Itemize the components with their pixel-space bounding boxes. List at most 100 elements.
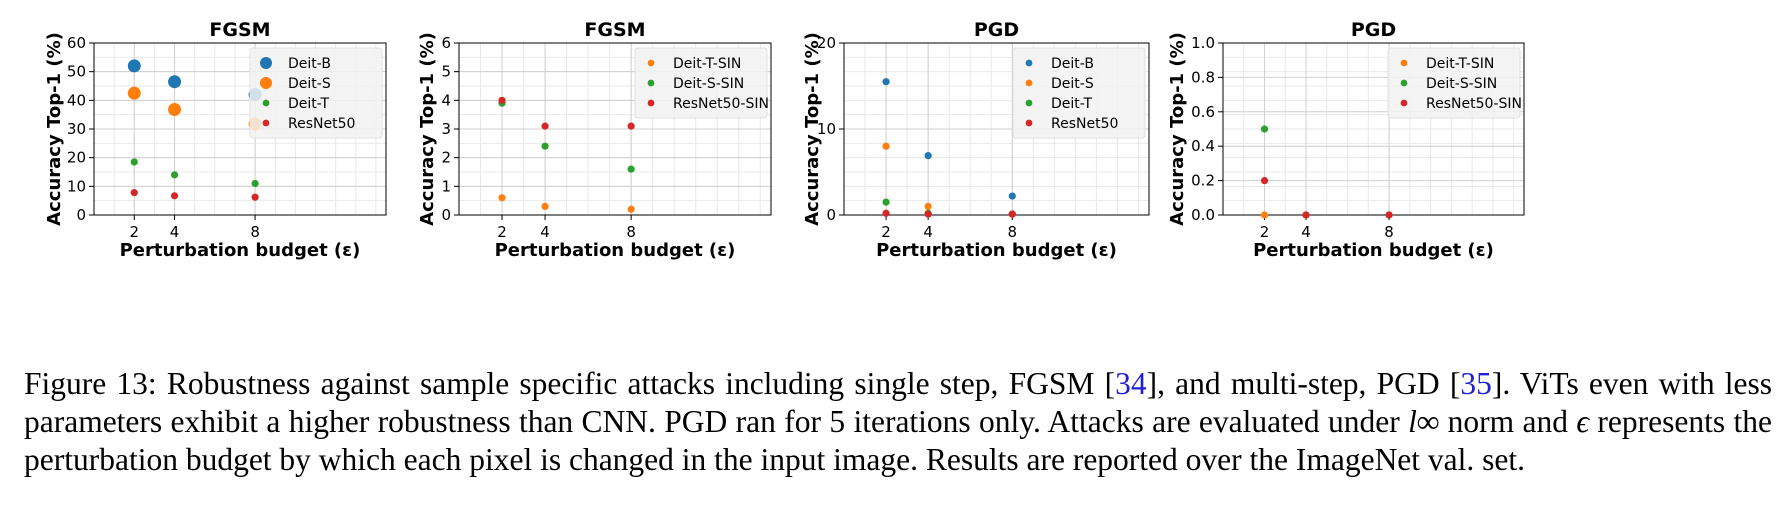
- y-tick-label: 10: [817, 120, 836, 138]
- legend-label: Deit-T-SIN: [1426, 56, 1494, 72]
- y-tick-label: 0.8: [1191, 68, 1215, 86]
- data-point-resnet50: [251, 193, 259, 201]
- caption-mid-3: norm and: [1439, 403, 1577, 439]
- plot-frame: [843, 42, 1150, 216]
- data-point-deit-t-sin: [1260, 211, 1269, 219]
- x-axis-label: Perturbation budget (ε): [495, 240, 736, 261]
- data-point-deit-s: [168, 103, 182, 117]
- legend-marker: [1400, 59, 1408, 67]
- chart-title: PGD: [974, 19, 1019, 41]
- legend-label: Deit-B: [288, 56, 331, 72]
- x-axis-label: Perturbation budget (ε): [120, 240, 361, 261]
- plot-frame: [93, 42, 387, 216]
- y-tick-label: 6: [441, 34, 451, 52]
- y-axis-label: Accuracy Top-1 (%): [417, 32, 438, 226]
- caption-mid-2: ]. ViTs even with less parameters exhibi…: [24, 365, 1773, 439]
- legend-box: [249, 47, 383, 139]
- caption-mid-1: ], and multi-step, PGD [: [1146, 365, 1461, 401]
- data-point-resnet50-sin: [1302, 211, 1310, 219]
- data-point-deit-b: [882, 78, 890, 86]
- x-axis-label: Perturbation budget (ε): [876, 240, 1117, 261]
- data-point-deit-t-sin: [627, 205, 635, 213]
- x-tick-label: 2: [1260, 223, 1270, 241]
- x-tick-label: 4: [1301, 223, 1311, 241]
- y-axis-label: Accuracy Top-1 (%): [802, 32, 823, 226]
- data-point-resnet50: [924, 210, 932, 218]
- data-point-deit-s-sin: [627, 165, 635, 173]
- x-axis-label: Perturbation budget (ε): [1253, 240, 1494, 261]
- data-point-deit-s-sin: [541, 142, 549, 150]
- citation-link-34[interactable]: 34: [1115, 365, 1147, 401]
- data-point-deit-b: [168, 75, 182, 89]
- caption-suffix: represents the perturbation budget by wh…: [24, 403, 1772, 477]
- legend-label: Deit-T-SIN: [673, 56, 741, 72]
- y-tick-label: 30: [67, 120, 86, 138]
- data-point-deit-b: [1008, 192, 1016, 200]
- y-tick-label: 0: [826, 206, 836, 224]
- x-tick-label: 2: [130, 223, 140, 241]
- chart-title: FGSM: [584, 19, 645, 41]
- x-tick-label: 2: [881, 223, 891, 241]
- legend-label: Deit-S-SIN: [673, 76, 744, 92]
- legend-label: ResNet50-SIN: [1426, 96, 1522, 112]
- data-point-deit-t-sin: [541, 202, 549, 210]
- legend-marker: [1025, 119, 1033, 127]
- legend-marker: [647, 79, 655, 87]
- legend-label: ResNet50: [1051, 116, 1118, 132]
- data-point-deit-t: [882, 198, 890, 206]
- legend-marker: [1025, 59, 1033, 67]
- data-point-deit-s: [882, 142, 890, 150]
- y-tick-label: 20: [67, 149, 86, 167]
- y-tick-label: 2: [441, 149, 451, 167]
- data-point-resnet50-sin: [1385, 211, 1393, 219]
- legend-box: [634, 47, 768, 119]
- legend-marker: [647, 59, 655, 67]
- y-tick-label: 0.4: [1191, 137, 1215, 155]
- legend-marker: [1400, 79, 1408, 87]
- data-point-resnet50: [882, 209, 890, 217]
- chart-panel-2: 0 1 2 3 4 5 6 2 4 8 FGSM Perturbation budget (ε) Acc…: [417, 19, 772, 261]
- data-point-resnet50: [130, 189, 138, 197]
- data-point-resnet50-sin: [541, 122, 549, 130]
- y-tick-label: 10: [67, 177, 86, 195]
- citation-link-35[interactable]: 35: [1460, 365, 1492, 401]
- chart-title: PGD: [1351, 19, 1396, 41]
- y-tick-label: 1.0: [1191, 34, 1215, 52]
- chart-panel-1: 0 10 20 30 40 50 60 2 4 8 FGSM Perturbation budget …: [44, 19, 387, 261]
- chart-panel-4: 0.0 0.2 0.4 0.6 0.8 1.0 2 4 8 PGD Perturbation bud…: [1167, 19, 1525, 261]
- legend-marker: [647, 99, 655, 107]
- caption-math-linf: l∞: [1408, 403, 1440, 439]
- data-point-deit-s: [127, 86, 141, 100]
- legend: Deit-B Deit-S Deit-T ResNet50: [249, 47, 383, 139]
- data-point-deit-t-sin: [498, 194, 506, 202]
- data-point-deit-b: [924, 152, 932, 160]
- y-tick-label: 0.2: [1191, 172, 1215, 190]
- x-tick-label: 4: [540, 223, 550, 241]
- y-tick-label: 50: [67, 63, 86, 81]
- legend-box: [1387, 47, 1521, 119]
- y-tick-label: 4: [441, 91, 451, 109]
- legend: Deit-T-SIN Deit-S-SIN ResNet50-SIN: [634, 47, 769, 119]
- x-tick-label: 8: [1384, 223, 1394, 241]
- legend-marker: [1025, 79, 1033, 87]
- data-point-deit-s-sin: [1260, 125, 1269, 133]
- chart-panel-3: 0 10 20 2 4 8 PGD Perturbation budget (ε) Accura…: [802, 19, 1150, 261]
- data-point-deit-t: [170, 171, 179, 179]
- y-axis-label: Accuracy Top-1 (%): [1167, 32, 1188, 226]
- legend-label: ResNet50-SIN: [673, 96, 769, 112]
- x-tick-label: 8: [250, 223, 260, 241]
- x-tick-label: 8: [1008, 223, 1018, 241]
- y-tick-label: 20: [817, 34, 836, 52]
- legend-label: Deit-S: [288, 76, 331, 92]
- y-tick-label: 3: [441, 120, 451, 138]
- caption-prefix: Figure 13: Robustness against sample spe…: [24, 365, 1116, 401]
- data-point-deit-t: [251, 179, 259, 188]
- plot-frame: [1222, 42, 1525, 216]
- legend: Deit-B Deit-S Deit-T ResNet50: [1012, 47, 1146, 139]
- x-tick-label: 2: [497, 223, 507, 241]
- legend: Deit-T-SIN Deit-S-SIN ResNet50-SIN: [1387, 47, 1522, 119]
- y-tick-label: 0: [441, 206, 451, 224]
- legend-box: [1012, 47, 1146, 139]
- y-tick-label: 5: [441, 63, 451, 81]
